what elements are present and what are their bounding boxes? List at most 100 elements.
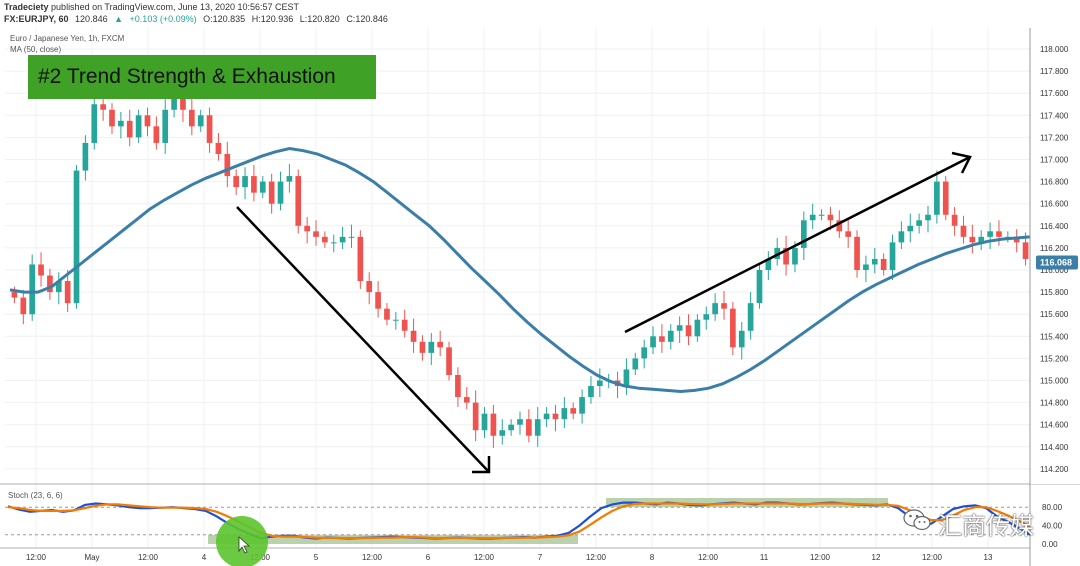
publisher-name[interactable]: Tradeciety (4, 2, 49, 12)
candle-body (419, 341, 426, 353)
down-trend-arrow-head (472, 456, 491, 474)
candle-body (517, 419, 523, 425)
candle-body (889, 242, 896, 270)
candle-body (357, 236, 364, 282)
candle-body (188, 109, 195, 127)
candle-body (1013, 236, 1020, 243)
time-tick-label: 12:00 (922, 553, 943, 562)
candle-body (330, 242, 337, 244)
candle-body (898, 231, 905, 243)
ma-legend: MA (50, close) (10, 45, 62, 54)
candle-body (463, 397, 470, 403)
candle-body (455, 374, 461, 398)
candle-body (756, 270, 763, 304)
candle-body (552, 413, 559, 420)
candle-body (667, 330, 674, 342)
candle-body (55, 281, 62, 293)
time-tick-label: 8 (650, 553, 655, 562)
candle-body (916, 220, 922, 226)
candle-body (570, 408, 577, 414)
oversold-highlight (208, 534, 578, 544)
candle-body (676, 325, 683, 331)
candle-body (934, 181, 940, 215)
candle-body (978, 236, 985, 243)
candle-body (579, 397, 585, 414)
banner-title: #2 Trend Strength & Exhaustion (28, 55, 376, 99)
candle-body (845, 231, 852, 237)
price-tick-label: 117.600 (1040, 89, 1069, 98)
candle-body (82, 142, 89, 171)
candle-body (623, 369, 630, 387)
candle-body (304, 225, 310, 232)
candle-body (588, 386, 594, 398)
cursor-circle (216, 516, 268, 566)
candle-body (259, 181, 266, 193)
price-tick-label: 117.200 (1040, 133, 1069, 142)
candle-body (118, 120, 124, 127)
candle-body (268, 181, 275, 204)
publisher-line: Tradeciety published on TradingView.com,… (4, 2, 299, 12)
candle-body (712, 303, 718, 315)
candle-body (534, 419, 541, 436)
candle-body (818, 214, 825, 216)
candle-body (410, 330, 417, 342)
candle-body (747, 303, 754, 331)
last-price-label: 116.068 (1040, 257, 1072, 267)
candle-body (401, 319, 408, 331)
candle-body (907, 225, 914, 232)
candle-body (437, 341, 444, 348)
candle-body (526, 419, 532, 436)
candle-body (499, 430, 506, 436)
up-trend-arrow-head (951, 151, 972, 174)
candle-body (827, 214, 834, 221)
candle-body (135, 115, 142, 138)
last-price-box (1036, 255, 1078, 270)
candle-body (987, 231, 993, 237)
time-tick-label: 12:00 (474, 553, 495, 562)
time-tick-label: 4 (202, 553, 207, 562)
price-tick-label: 116.200 (1040, 244, 1069, 253)
candle-body (29, 264, 36, 315)
candle-body (277, 181, 284, 204)
time-tick-label: 12:00 (138, 553, 159, 562)
stoch-tick-label: 0.00 (1042, 540, 1058, 549)
time-tick-label: 12:00 (26, 553, 47, 562)
candle-body (242, 176, 248, 188)
candle-body (641, 347, 648, 359)
candle-body (880, 258, 887, 270)
candle-body (313, 231, 319, 237)
candle-body (375, 292, 381, 309)
stoch-d-line (7, 502, 1031, 540)
price-grid (0, 28, 1080, 549)
stoch-axis: 80.00 40.00 0.00 (1042, 503, 1063, 549)
candle-body (153, 126, 160, 143)
candle-body (472, 402, 479, 431)
ma-line (9, 146, 1031, 394)
candle-body (836, 220, 843, 232)
candle-body (650, 336, 656, 348)
candle-body (508, 424, 514, 431)
candle-body (694, 319, 701, 337)
price-tick-label: 114.600 (1040, 421, 1069, 430)
candle-body (942, 181, 949, 215)
candle-body (561, 408, 568, 420)
time-tick-label: 12 (872, 553, 881, 562)
candle-body (366, 281, 373, 293)
time-tick-label: 12:00 (810, 553, 831, 562)
candle-body (783, 247, 789, 265)
last-value: 120.846 (75, 14, 108, 24)
candle-body (800, 220, 807, 248)
watermark: 汇商传媒 (938, 513, 1034, 540)
down-trend-arrow-shaft (236, 206, 490, 473)
price-axis: 118.000 117.800 117.600 117.400 117.200 117.0… (1029, 28, 1080, 566)
candle-body (481, 413, 488, 431)
time-axis: 12:00 May 12:00 4 12:00 5 12:00 6 12:00 7 12:00 8 12… (26, 553, 993, 562)
last-price-marker: 116.068 (1036, 255, 1078, 270)
candle-series (11, 89, 1029, 448)
price-tick-label: 115.800 (1040, 288, 1069, 297)
candle-body (348, 236, 355, 238)
candle-body (863, 264, 869, 270)
candle-body (428, 341, 435, 353)
candle-body (490, 413, 497, 436)
candle-body (960, 225, 967, 237)
